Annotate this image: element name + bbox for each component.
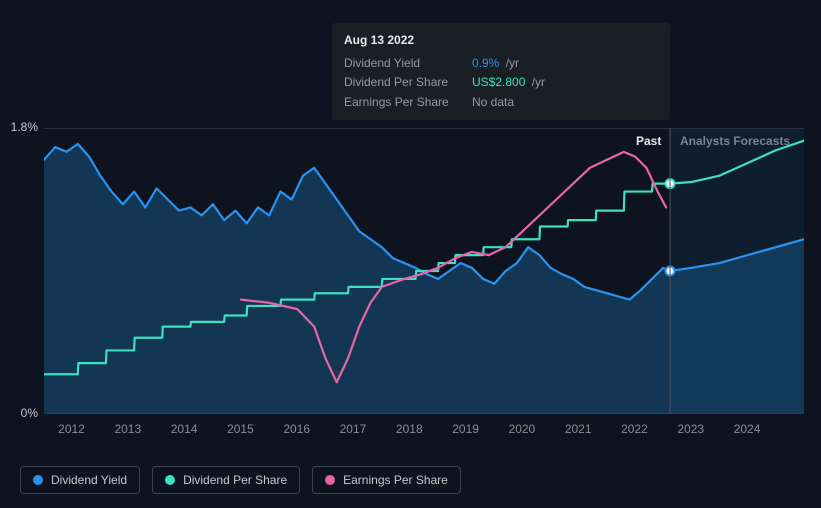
forecast-label: Analysts Forecasts [680,134,790,148]
legend-item-label: Dividend Yield [51,473,127,487]
legend-dot-icon [33,475,43,485]
y-tick-label: 1.8% [4,120,38,134]
x-tick-label: 2021 [565,422,592,436]
x-tick-label: 2022 [621,422,648,436]
legend-dot-icon [325,475,335,485]
x-tick-label: 2017 [340,422,367,436]
x-tick-label: 2023 [677,422,704,436]
chart-tooltip: Aug 13 2022 Dividend Yield0.9% /yrDivide… [332,23,670,120]
tooltip-row-value: No data [472,93,514,112]
past-label: Past [636,134,661,148]
tooltip-row-label: Dividend Per Share [344,73,462,92]
x-tick-label: 2015 [227,422,254,436]
tooltip-date: Aug 13 2022 [344,31,658,50]
tooltip-row: Earnings Per Share No data [344,93,658,112]
tooltip-row-value: US$2.800 /yr [472,73,545,92]
x-tick-label: 2014 [171,422,198,436]
y-tick-label: 0% [4,406,38,420]
x-tick-label: 2020 [509,422,536,436]
legend-item-label: Earnings Per Share [343,473,448,487]
x-tick-label: 2012 [58,422,85,436]
x-tick-label: 2013 [114,422,141,436]
chart-legend: Dividend Yield Dividend Per Share Earnings… [20,466,461,494]
x-tick-label: 2019 [452,422,479,436]
legend-item-label: Dividend Per Share [183,473,287,487]
x-tick-label: 2018 [396,422,423,436]
dividend-chart [44,128,804,414]
tooltip-row-value: 0.9% /yr [472,54,519,73]
tooltip-row-label: Earnings Per Share [344,93,462,112]
legend-item[interactable]: Dividend Yield [20,466,140,494]
x-tick-label: 2016 [283,422,310,436]
legend-item[interactable]: Dividend Per Share [152,466,300,494]
x-tick-label: 2024 [734,422,761,436]
legend-item[interactable]: Earnings Per Share [312,466,461,494]
tooltip-row: Dividend Yield 0.9% /yr [344,54,658,73]
legend-dot-icon [165,475,175,485]
tooltip-row-label: Dividend Yield [344,54,462,73]
tooltip-row: Dividend Per Share US$2.800 /yr [344,73,658,92]
